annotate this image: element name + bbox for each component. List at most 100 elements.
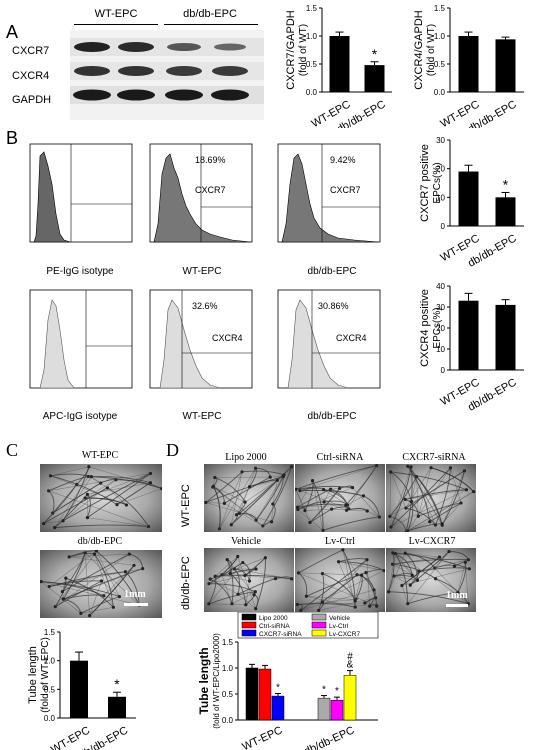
significance-mark: * <box>114 676 120 692</box>
category-label: db/db-EPC <box>302 724 356 750</box>
significance-mark: * <box>503 176 509 192</box>
legend-label: Lv-Ctrl <box>329 623 349 630</box>
micro-caption: db/db-EPC <box>77 536 123 547</box>
micro-row-label: WT-EPC <box>180 484 192 528</box>
flow-caption: WT-EPC <box>182 411 222 422</box>
y-tick-label: 1.5 <box>44 628 56 637</box>
y-tick-label: 0 <box>441 222 446 231</box>
flow-marker: CXCR4 <box>336 333 367 343</box>
flow-pct: 30.86% <box>318 301 349 311</box>
flow-caption: PE-IgG isotype <box>46 266 114 277</box>
micrograph-vehicle <box>204 548 294 612</box>
y-axis-label: CXCR4/GAPDH(fold of WT) <box>413 10 437 90</box>
micrograph-lv-ctrl <box>295 548 385 612</box>
micro-col-label: Vehicle <box>231 536 261 547</box>
flow-marker: CXCR7 <box>195 185 226 195</box>
flow-pct: 32.6% <box>192 301 218 311</box>
legend-swatch <box>241 621 257 629</box>
significance-mark: * <box>276 682 280 693</box>
micro-col-label: Lv-Ctrl <box>325 536 355 547</box>
y-tick-label: 0 <box>441 366 446 375</box>
bar <box>364 65 385 92</box>
y-tick-label: 1.5 <box>222 638 234 647</box>
legend-label: Lipo 2000 <box>259 615 288 622</box>
blot-group-line <box>164 24 258 25</box>
y-tick-label: 1.0 <box>306 32 318 41</box>
y-tick-label: 10 <box>436 345 445 354</box>
bar <box>329 36 350 92</box>
scale-bar <box>124 603 148 606</box>
bar <box>258 668 272 721</box>
legend-label: CXCR7-siRNA <box>259 631 302 638</box>
y-axis-label: Tube length(fold of WT-EPC/Lipo2000) <box>197 633 221 729</box>
blot-group-wt: WT-EPC <box>94 8 138 20</box>
y-tick-label: 1.0 <box>222 664 234 673</box>
micro-col-label: Lipo 2000 <box>225 452 267 463</box>
bar <box>458 171 479 226</box>
micro-col-label: Ctrl-siRNA <box>316 452 364 463</box>
micro-col-label: CXCR7-siRNA <box>402 452 466 463</box>
y-tick-label: 40 <box>436 282 445 291</box>
y-tick-label: 20 <box>436 324 445 333</box>
flow-caption: db/db-EPC <box>307 266 357 277</box>
panel-d-label: D <box>166 440 179 460</box>
panel-a-label: A <box>6 22 19 42</box>
bar <box>458 300 479 370</box>
micrograph-db <box>40 550 162 618</box>
bar <box>70 660 88 718</box>
y-tick-label: 1.0 <box>44 657 56 666</box>
y-tick-label: 1.5 <box>434 4 446 13</box>
flow-caption: WT-EPC <box>182 266 222 277</box>
significance-mark: # <box>347 652 353 663</box>
flow-caption: db/db-EPC <box>307 411 357 422</box>
category-label: WT-EPC <box>240 724 284 750</box>
blot-row-cxcr7: CXCR7 <box>12 45 50 57</box>
flow-histograms <box>29 143 381 389</box>
significance-mark: & <box>347 660 354 671</box>
significance-mark: * <box>335 686 339 697</box>
micro-row-label: db/db-EPC <box>180 556 192 610</box>
scale-bar-label: 1mm <box>446 590 468 601</box>
legend-label: Ctrl-siRNA <box>259 623 290 630</box>
bar <box>108 696 126 718</box>
bar <box>495 197 516 226</box>
legend-box <box>237 612 379 639</box>
significance-mark: * <box>322 685 326 696</box>
western-blot <box>70 30 264 120</box>
scale-bar <box>446 604 468 607</box>
y-tick-label: 0.5 <box>44 685 56 694</box>
legend-swatch <box>311 621 327 629</box>
y-tick-label: 30 <box>436 136 445 145</box>
y-tick-label: 0.5 <box>306 60 318 69</box>
scale-bar-label: 1mm <box>124 589 146 600</box>
micro-caption: WT-EPC <box>81 450 119 461</box>
y-tick-label: 20 <box>436 165 445 174</box>
y-axis-label: CXCR4 positiveEPCs(%) <box>419 289 443 367</box>
flow-marker: CXCR7 <box>330 185 361 195</box>
y-tick-label: 10 <box>436 193 445 202</box>
blot-group-line <box>74 24 158 25</box>
micrograph-wt <box>40 464 162 532</box>
panel-c-label: C <box>6 440 19 460</box>
blot-row-cxcr4: CXCR4 <box>12 70 50 82</box>
flow-caption: APC-IgG isotype <box>42 411 118 422</box>
bar <box>317 697 331 721</box>
y-tick-label: 0.0 <box>434 88 446 97</box>
legend-swatch <box>311 629 327 637</box>
flow-marker: CXCR4 <box>212 333 243 343</box>
legend-swatch <box>241 613 257 621</box>
y-axis-label: CXCR7 positiveEPCs(%) <box>419 144 443 222</box>
y-tick-label: 0.0 <box>44 714 56 723</box>
micrograph-ctrl-sirna <box>295 464 385 532</box>
y-tick-label: 1.5 <box>306 4 318 13</box>
y-tick-label: 0.5 <box>222 690 234 699</box>
bar <box>330 699 344 721</box>
legend-label: Lv-CXCR7 <box>329 631 360 638</box>
micrograph-lv-cxcr7 <box>386 548 476 612</box>
y-tick-label: 0.5 <box>434 60 446 69</box>
